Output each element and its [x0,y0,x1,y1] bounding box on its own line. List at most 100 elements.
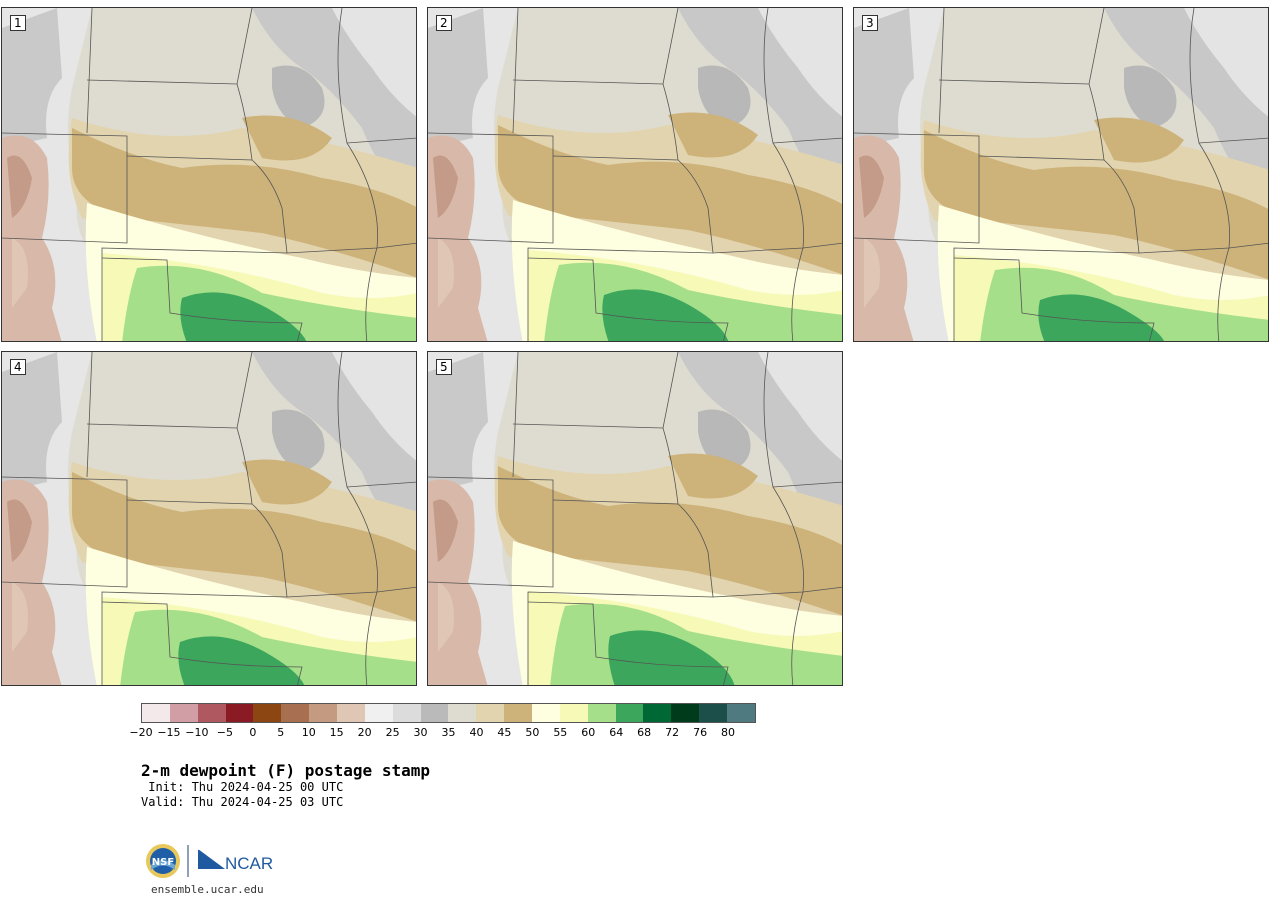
dry-desert-region [12,582,28,652]
colorbar-swatch [197,704,226,722]
panel-number: 3 [862,15,878,31]
dry-air-region [332,8,416,117]
colorbar-swatch [559,704,588,722]
colorbar-swatch [337,704,365,722]
state-border [512,352,519,478]
colorbar-tick-label: 64 [609,726,624,739]
colorbar-tick-label: 68 [637,726,652,739]
moisture-band-45 [498,125,842,275]
state-border [1189,8,1268,341]
map-panel-4: 4 [1,351,417,686]
colorbar-tick-label: −20 [129,726,153,739]
moisture-band-45 [72,472,416,622]
colorbar-tick-label: −15 [157,726,181,739]
moisture-band-45 [498,466,842,616]
dry-desert-region [438,238,454,308]
state-border [527,155,714,341]
panel-number: 1 [10,15,26,31]
panel-number: 4 [10,359,26,375]
moisture-band-45 [668,453,758,499]
state-border [763,352,842,685]
chart-title: 2-m dewpoint (F) postage stamp [141,761,430,780]
website-url: ensemble.ucar.edu [151,883,264,896]
colorbar-tick-label: 35 [441,726,456,739]
state-border [101,155,288,341]
dewpoint-map-4 [2,352,416,685]
state-border [428,476,554,588]
moisture-band-64 [602,289,729,341]
mountain-region [2,8,62,148]
moisture-band-64 [1038,294,1164,341]
dry-desert-region [859,155,884,218]
mountain-region [428,8,488,148]
colorbar-swatch [392,704,421,722]
colorbar-tick-label: 20 [357,726,372,739]
mountain-region [854,8,914,148]
logos: NSF NCAR [145,843,275,879]
colorbar-swatch [615,704,644,722]
state-border [512,8,519,134]
moisture-band-45 [72,128,416,278]
colorbar-swatch [281,704,310,722]
moisture-band-64 [608,630,735,685]
colorbar-tick-label: −5 [216,726,233,739]
state-border [854,132,980,244]
dry-air-region [1124,65,1177,128]
moisture-band-45 [242,115,332,161]
mountain-region [2,352,62,492]
state-border [763,8,842,341]
moisture-band-45 [242,459,332,505]
colorbar-tick-label: 45 [497,726,512,739]
state-border [938,8,945,134]
map-panel-5: 5 [427,351,843,686]
colorbar-swatch [364,704,393,722]
mountain-region [428,352,488,492]
colorbar-swatch [643,704,672,722]
dry-air-region [1184,8,1268,117]
colorbar-tick-label: 25 [385,726,400,739]
state-border [428,132,554,244]
dry-air-region [758,8,842,117]
dry-desert-region [7,155,32,218]
colorbar-tick-label: 30 [413,726,428,739]
colorbar-swatch [253,704,282,722]
colorbar-tick-label: −10 [185,726,209,739]
colorbar-tick-label: 80 [721,726,736,739]
dry-air-region [698,65,751,128]
dewpoint-map-5 [428,352,842,685]
dry-desert-region [433,499,458,562]
state-border [2,132,128,244]
state-border [2,476,128,588]
colorbar-swatch [448,704,477,722]
dry-air-region [272,409,325,472]
moisture-band-64 [178,636,305,685]
colorbar-swatch [225,704,254,722]
panel-number: 5 [436,359,452,375]
dry-desert-region [12,238,28,308]
colorbar-tick-label: 10 [301,726,316,739]
state-border [86,352,93,478]
colorbar-swatch [142,704,170,722]
colorbar-tick-label: 0 [249,726,257,739]
colorbar-tick-label: 5 [277,726,285,739]
dry-desert-region [864,238,880,308]
dewpoint-map-3 [854,8,1268,341]
state-border [527,601,729,685]
dry-air-region [758,352,842,461]
state-border [953,257,1155,341]
dry-desert-region [438,582,454,652]
ncar-logo-icon: NCAR [197,848,273,873]
svg-text:NSF: NSF [152,857,174,868]
colorbar-tick-label: 76 [693,726,708,739]
state-border [337,352,416,685]
colorbar-tick-label: 60 [581,726,596,739]
moisture-band-45 [924,130,1268,280]
valid-time: Valid: Thu 2024-04-25 03 UTC [141,795,344,809]
colorbar-swatch [699,704,728,722]
colorbar-swatch [532,704,560,722]
colorbar-tick-label: 55 [553,726,568,739]
colorbar [141,703,756,723]
map-panel-3: 3 [853,7,1269,342]
colorbar-swatch [587,704,616,722]
colorbar-tick-label: 72 [665,726,680,739]
